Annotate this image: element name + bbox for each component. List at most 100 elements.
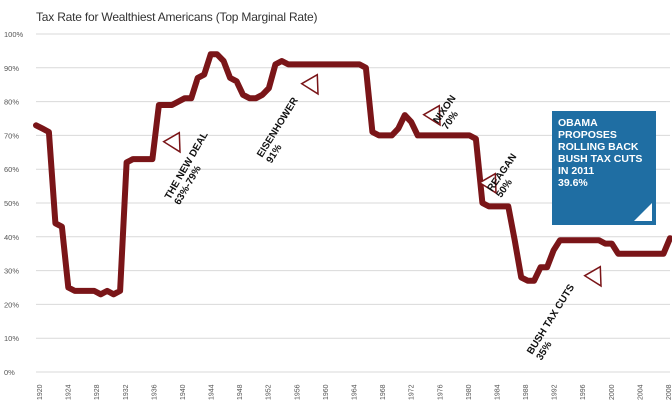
callout-line: BUSH TAX CUTS <box>558 153 643 165</box>
data-point <box>417 134 419 136</box>
callout-line: IN 2011 <box>558 165 595 177</box>
x-tick-label: 1968 <box>380 384 387 400</box>
x-tick-label: 1992 <box>552 384 559 400</box>
data-point <box>520 276 522 278</box>
x-tick-label: 1988 <box>523 384 530 400</box>
data-point <box>313 63 315 65</box>
data-point <box>287 63 289 65</box>
data-point <box>223 60 225 62</box>
annotation-marker-icon <box>300 73 319 96</box>
data-point <box>352 63 354 65</box>
y-tick-label: 100% <box>4 30 24 39</box>
data-point <box>248 97 251 99</box>
data-point <box>611 243 613 245</box>
data-point <box>462 134 464 136</box>
data-point <box>145 158 147 160</box>
x-tick-label: 1952 <box>266 384 273 400</box>
data-point <box>126 161 128 163</box>
chart-title: Tax Rate for Wealthiest Americans (Top M… <box>36 10 318 24</box>
data-point <box>630 253 632 255</box>
data-point <box>643 253 645 255</box>
y-tick-label: 50% <box>4 199 19 208</box>
data-point <box>650 253 652 255</box>
x-tick-label: 1996 <box>580 384 587 400</box>
data-point <box>468 134 470 136</box>
x-tick-label: 1944 <box>209 384 216 400</box>
data-point <box>210 53 212 55</box>
data-point <box>345 63 348 65</box>
data-point <box>656 253 658 255</box>
data-point <box>546 266 548 268</box>
data-point <box>106 290 108 292</box>
data-point <box>455 134 458 136</box>
data-point <box>533 280 535 282</box>
data-point <box>236 80 238 82</box>
annotation-marker-icon <box>422 104 441 127</box>
y-axis-ticks: 0% 10% 20% 30% 40% 50% 60% 70% 80% 90% 100% <box>4 30 24 377</box>
callout-corner-icon <box>634 203 652 221</box>
data-point <box>320 63 322 65</box>
data-point <box>87 290 89 292</box>
data-point <box>410 121 412 123</box>
data-point <box>171 104 173 106</box>
x-tick-label: 2004 <box>637 384 644 400</box>
y-tick-label: 90% <box>4 64 19 73</box>
x-tick-label: 1928 <box>94 384 101 400</box>
data-point <box>598 239 600 241</box>
x-tick-label: 1940 <box>180 384 187 400</box>
data-point <box>261 94 263 96</box>
data-point <box>481 202 483 204</box>
data-point <box>391 134 393 136</box>
y-tick-label: 10% <box>4 334 19 343</box>
data-point <box>190 97 192 99</box>
x-tick-label: 1924 <box>66 384 73 400</box>
data-point <box>637 253 639 255</box>
data-point <box>197 77 199 79</box>
data-point <box>507 205 509 207</box>
x-tick-label: 1984 <box>494 384 501 400</box>
data-point <box>138 158 141 160</box>
callout-line: OBAMA <box>558 117 598 129</box>
data-point <box>177 101 179 103</box>
data-point <box>164 104 166 106</box>
data-point <box>216 53 218 55</box>
x-tick-label: 1972 <box>409 384 416 400</box>
data-point <box>54 222 57 224</box>
x-tick-label: 1936 <box>151 384 158 400</box>
data-point <box>74 290 76 292</box>
data-point <box>300 63 302 65</box>
y-tick-label: 60% <box>4 165 19 174</box>
annotation-marker-icon <box>162 131 181 154</box>
data-point <box>436 134 438 136</box>
data-point <box>119 290 121 292</box>
data-point <box>617 253 619 255</box>
data-point <box>67 286 69 289</box>
y-tick-label: 0% <box>4 368 15 377</box>
annotation-marker-icon <box>478 172 497 195</box>
data-point <box>559 239 561 241</box>
data-point <box>358 63 361 65</box>
y-tick-label: 20% <box>4 300 19 309</box>
data-point <box>113 293 115 295</box>
data-point <box>48 131 50 133</box>
y-tick-label: 30% <box>4 267 19 276</box>
data-point <box>423 134 425 136</box>
y-tick-label: 80% <box>4 98 19 107</box>
data-point <box>268 87 270 89</box>
data-point <box>494 205 496 207</box>
data-point <box>274 63 276 65</box>
annotation-marker-icon <box>583 265 602 288</box>
data-point <box>229 77 231 79</box>
callout-line: ROLLING BACK <box>558 141 639 153</box>
data-point <box>93 290 95 292</box>
y-tick-label: 40% <box>4 233 19 242</box>
data-point <box>307 63 309 65</box>
data-point <box>585 239 587 241</box>
data-point <box>669 237 671 239</box>
data-point <box>591 239 594 241</box>
y-tick-label: 70% <box>4 131 19 140</box>
data-point <box>397 128 399 130</box>
